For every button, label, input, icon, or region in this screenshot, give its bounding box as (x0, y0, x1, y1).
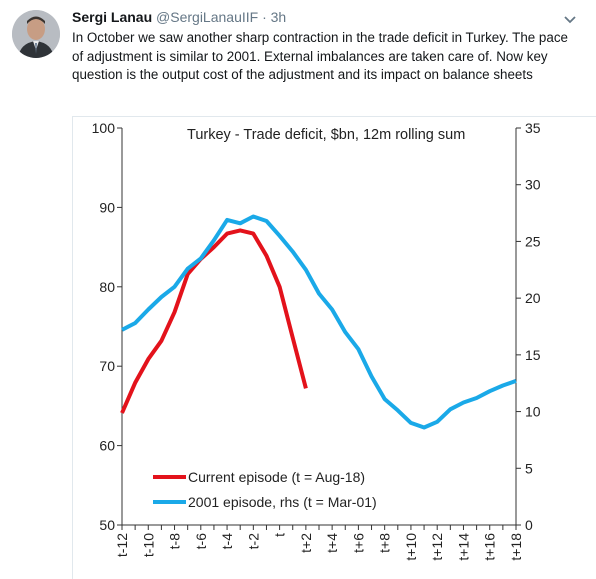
x-tick-label: t+10 (403, 533, 419, 561)
right-tick-label: 25 (525, 233, 541, 249)
timestamp[interactable]: 3h (270, 9, 287, 25)
x-tick-label: t+16 (482, 533, 498, 561)
x-tick-label: t+2 (298, 533, 314, 553)
x-tick-label: t+14 (455, 533, 471, 561)
left-tick-label: 80 (99, 279, 115, 295)
legend-label: 2001 episode, rhs (t = Mar-01) (188, 494, 377, 510)
author-name[interactable]: Sergi Lanau (72, 9, 153, 25)
trade-deficit-chart: 50 60 70 80 90 100 0 5 10 15 20 25 30 35 t-12 t-10 t-8 t-… (92, 120, 541, 561)
tweet-media-chart[interactable]: 50 60 70 80 90 100 0 5 10 15 20 25 30 35 t-12 t-10 t-8 t-… (72, 116, 596, 579)
x-tick-label: t-10 (140, 533, 156, 557)
chart-title: Turkey - Trade deficit, $bn, 12m rolling… (187, 127, 465, 143)
right-tick-label: 10 (525, 404, 541, 420)
x-tick-label: t+12 (429, 533, 445, 561)
left-tick-label: 70 (99, 358, 115, 374)
right-tick-label: 30 (525, 177, 541, 193)
x-tick-label: t (272, 533, 288, 537)
x-tick-label: t-8 (167, 533, 183, 550)
left-tick-label: 50 (99, 517, 115, 533)
author-handle[interactable]: @SergiLanauIIF (156, 9, 259, 25)
right-tick-label: 5 (525, 460, 533, 476)
x-tick-label: t-6 (193, 533, 209, 550)
left-tick-label: 90 (99, 199, 115, 215)
x-tick-label: t-12 (114, 533, 130, 557)
user-avatar-photo-icon (12, 10, 60, 58)
x-tick-label: t+18 (508, 533, 524, 561)
x-tick-label: t-2 (245, 533, 261, 550)
x-tick-label: t+4 (324, 533, 340, 553)
right-tick-label: 35 (525, 120, 541, 136)
x-tick-label: t+6 (350, 533, 366, 553)
right-tick-label: 20 (525, 290, 541, 306)
series-2001-line (121, 214, 517, 430)
avatar[interactable] (12, 10, 60, 58)
legend-label: Current episode (t = Aug-18) (188, 469, 365, 485)
left-tick-label: 60 (99, 438, 115, 454)
tweet-header: Sergi Lanau @SergiLanauIIF · 3h (72, 9, 286, 25)
separator: · (262, 9, 267, 25)
tweet-text: In October we saw another sharp contract… (72, 30, 568, 82)
right-tick-label: 15 (525, 347, 541, 363)
x-tick-label: t+8 (377, 533, 393, 553)
right-tick-label: 0 (525, 517, 533, 533)
chevron-down-icon[interactable] (563, 12, 577, 24)
x-tick-label: t-4 (219, 533, 235, 550)
series-current-line (120, 228, 308, 414)
left-tick-label: 100 (92, 120, 116, 136)
